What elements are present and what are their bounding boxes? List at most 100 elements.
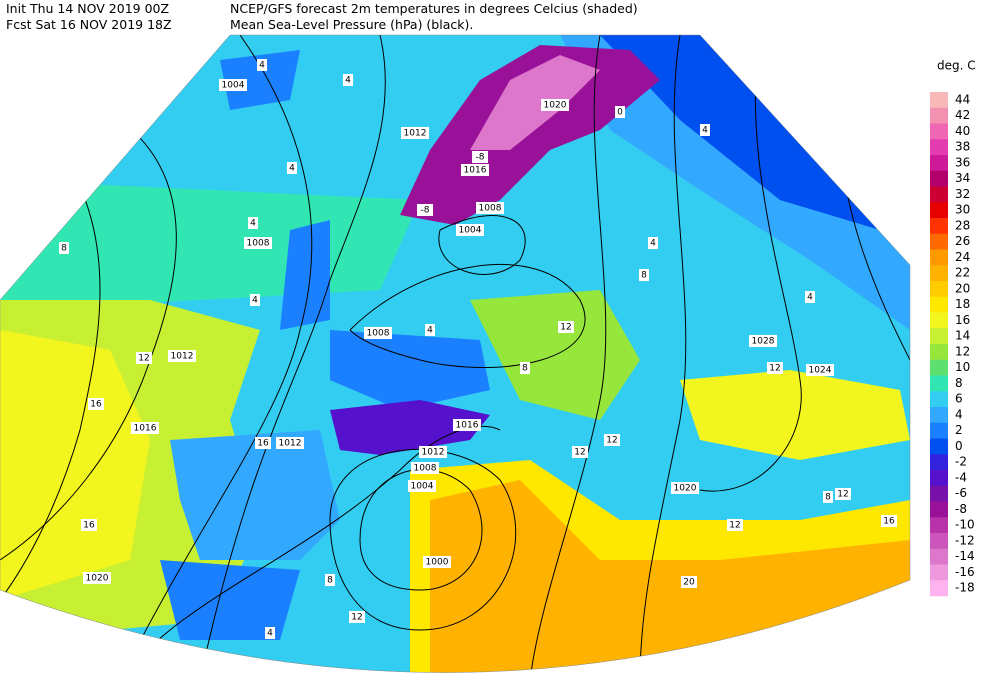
temperature-label-box [648, 237, 658, 249]
colorbar-label: 22 [955, 266, 970, 280]
temperature-label: 12 [574, 448, 585, 458]
temperature-label-box [681, 576, 697, 588]
colorbar-swatch [930, 533, 948, 550]
colorbar-label: 24 [955, 250, 970, 264]
colorbar-swatch [930, 218, 948, 235]
isobar-label: 1020 [674, 484, 697, 494]
colorbar-label: 34 [955, 171, 970, 185]
isobar-label-box [476, 202, 504, 214]
temperature-label: 4 [259, 61, 265, 71]
temperature-label: 0 [617, 108, 623, 118]
isobar-label-box [423, 556, 451, 568]
temperature-label: 4 [807, 293, 813, 303]
isobar-label-box [456, 224, 484, 236]
temperature-label: 8 [522, 364, 528, 374]
isobar-label: 1000 [426, 558, 449, 568]
colorbar-swatch [930, 107, 948, 124]
colorbar-label: 16 [955, 313, 970, 327]
isobar-label-box [541, 99, 569, 111]
isobar-label: 1012 [404, 129, 427, 139]
colorbar-swatch [930, 202, 948, 219]
temperature-label-box [287, 162, 297, 174]
colorbar-swatch [930, 139, 948, 156]
temperature-label: 4 [427, 326, 433, 336]
colorbar-swatch [930, 470, 948, 487]
temperature-label-box [343, 74, 353, 86]
temperature-label: 20 [683, 578, 695, 588]
isobar-label-box [244, 237, 272, 249]
temperature-label-box [615, 106, 625, 118]
colorbar-label: -4 [955, 470, 967, 484]
colorbar-swatch [930, 422, 948, 439]
temperature-label: 4 [702, 126, 708, 136]
isobar-label-box [411, 462, 439, 474]
temperature-label-box [727, 519, 743, 531]
colorbar-label: 10 [955, 360, 970, 374]
temperature-label: 12 [138, 354, 149, 364]
fcst-text: Fcst Sat 16 NOV 2019 18Z [6, 17, 172, 32]
colorbar-swatch [930, 580, 948, 597]
isobar-label: 1004 [459, 226, 482, 236]
isobar-label-box [364, 327, 392, 339]
colorbar-label: -10 [955, 518, 975, 532]
isobar-label: 1004 [411, 482, 434, 492]
temperature-label-box [257, 59, 267, 71]
isobar-label-box [749, 335, 777, 347]
temperature-label-box [881, 515, 897, 527]
temperature-label-box [265, 627, 275, 639]
temperature-label: 12 [729, 521, 740, 531]
temperature-label: 8 [641, 271, 647, 281]
colorbar-swatch [930, 407, 948, 424]
colorbar-label: -8 [955, 502, 967, 516]
title-line-1: NCEP/GFS forecast 2m temperatures in deg… [230, 1, 638, 16]
temperature-label: 4 [650, 239, 656, 249]
colorbar-label: 44 [955, 92, 970, 106]
isobar-label: 1008 [479, 204, 502, 214]
isobar-label: 1012 [422, 448, 445, 458]
colorbar-unit: deg. C [937, 59, 976, 73]
colorbar-label: 42 [955, 108, 970, 122]
isobar-label: 1028 [752, 337, 775, 347]
temperature-label: 12 [560, 323, 571, 333]
colorbar-swatch [930, 548, 948, 565]
colorbar-swatch [930, 186, 948, 203]
temperature-label: 8 [825, 493, 831, 503]
colorbar-swatch [930, 344, 948, 361]
colorbar-label: 12 [955, 344, 970, 358]
colorbar-swatch [930, 249, 948, 266]
colorbar-swatch [930, 564, 948, 581]
temperature-label-box [136, 352, 152, 364]
colorbar-label: -6 [955, 486, 967, 500]
temperature-label-box [558, 321, 574, 333]
isobar-label-box [461, 164, 489, 176]
colorbar-label: -16 [955, 565, 975, 579]
colorbar-label: 18 [955, 297, 970, 311]
temperature-label-box [248, 217, 258, 229]
temperature-label-box [349, 611, 365, 623]
colorbar-swatch [930, 375, 948, 392]
isobar-label-box [401, 127, 429, 139]
temperature-label-box [425, 324, 435, 336]
colorbar-swatch [930, 296, 948, 313]
colorbar-label: 20 [955, 281, 970, 295]
colorbar-swatch [930, 517, 948, 534]
colorbar-swatch [930, 454, 948, 471]
colorbar-swatch [930, 281, 948, 298]
colorbar-swatch [930, 155, 948, 172]
isobar-label: 1012 [171, 352, 194, 362]
colorbar-swatch [930, 265, 948, 282]
isobar-label-box [83, 572, 111, 584]
temperature-label: 16 [90, 400, 102, 410]
temperature-label-box [417, 204, 433, 216]
isobar-label: 1020 [544, 101, 567, 111]
temperature-label: 12 [837, 490, 848, 500]
colorbar-label: 28 [955, 218, 970, 232]
isobar-label-box [408, 480, 436, 492]
title-line-2: Mean Sea-Level Pressure (hPa) (black). [230, 17, 473, 32]
colorbar-swatch [930, 123, 948, 140]
colorbar-label: 2 [955, 423, 963, 437]
isobar-label: 1016 [134, 424, 157, 434]
isobar-label-box [219, 79, 247, 91]
colorbar-swatch [930, 92, 948, 109]
colorbar-swatch [930, 501, 948, 518]
